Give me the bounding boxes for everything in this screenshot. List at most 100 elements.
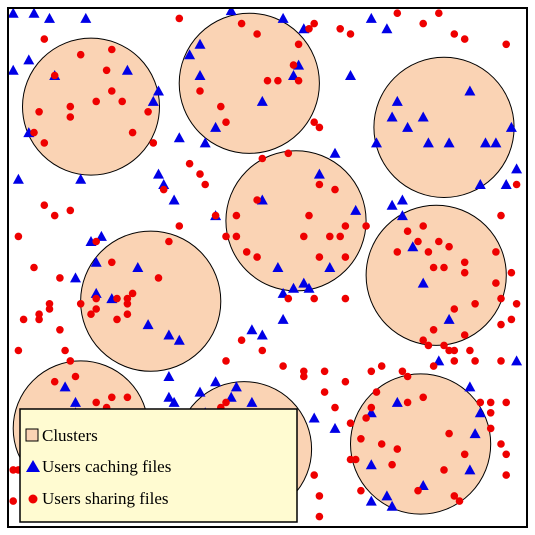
caching-user-point xyxy=(8,8,19,18)
caching-user-point xyxy=(365,495,377,506)
sharing-user-point xyxy=(502,450,511,459)
caching-user-point xyxy=(23,54,35,65)
sharing-user-point xyxy=(201,180,209,189)
caching-user-point xyxy=(210,121,222,132)
sharing-user-point xyxy=(455,497,464,505)
sharing-user-point xyxy=(294,76,303,85)
caching-user-point xyxy=(153,168,164,179)
sharing-user-point xyxy=(367,367,376,376)
sharing-user-point xyxy=(320,367,329,376)
sharing-user-point xyxy=(66,206,75,215)
caching-user-point xyxy=(277,287,289,298)
caching-user-point xyxy=(371,137,382,148)
caching-user-point xyxy=(365,407,377,418)
sharing-user-point xyxy=(159,185,168,194)
sharing-user-point xyxy=(424,341,433,350)
caching-user-point xyxy=(422,137,434,148)
caching-user-point xyxy=(168,194,180,205)
sharing-user-point xyxy=(445,429,453,438)
sharing-user-point xyxy=(242,248,251,256)
sharing-user-point xyxy=(128,128,137,137)
sharing-user-point xyxy=(263,76,272,85)
caching-user-point xyxy=(44,12,55,23)
caching-user-point xyxy=(407,241,419,252)
caching-user-point xyxy=(173,132,185,143)
sharing-user-point xyxy=(50,211,59,220)
sharing-user-point xyxy=(66,102,75,111)
sharing-user-point xyxy=(258,346,267,355)
sharing-user-point xyxy=(466,346,474,355)
sharing-user-point xyxy=(372,388,381,396)
sharing-user-point xyxy=(351,455,360,464)
sharing-user-point xyxy=(237,19,246,28)
sharing-user-point xyxy=(403,398,412,407)
caching-user-point xyxy=(464,464,476,475)
sharing-user-point xyxy=(217,102,225,111)
sharing-user-point xyxy=(305,211,313,220)
caching-user-point xyxy=(396,210,408,221)
sharing-user-point xyxy=(440,263,448,272)
sharing-user-point xyxy=(403,227,412,235)
sharing-user-point xyxy=(346,419,355,428)
sharing-user-point xyxy=(502,471,511,479)
sharing-user-point xyxy=(367,403,376,412)
legend-item-sharing: Users sharing files xyxy=(28,489,169,508)
caching-user-point xyxy=(433,355,445,366)
sharing-user-point xyxy=(9,497,17,505)
square-icon xyxy=(25,428,39,442)
sharing-user-point xyxy=(253,196,261,204)
legend-item-clusters: Clusters xyxy=(25,426,98,445)
sharing-user-point xyxy=(258,154,267,163)
sharing-user-point xyxy=(341,253,350,261)
caching-user-point xyxy=(443,313,455,324)
cluster-circle xyxy=(80,230,222,372)
sharing-user-point xyxy=(50,71,59,80)
sharing-user-point xyxy=(512,300,521,308)
caching-user-point xyxy=(313,168,325,179)
sharing-user-point xyxy=(14,232,23,241)
sharing-user-point xyxy=(92,305,100,313)
sharing-user-point xyxy=(326,232,334,241)
sharing-user-point xyxy=(30,263,38,272)
legend-label-clusters: Clusters xyxy=(42,426,98,445)
sharing-user-point xyxy=(497,211,505,220)
caching-user-point xyxy=(272,262,284,272)
caching-user-point xyxy=(12,173,24,184)
sharing-user-point xyxy=(237,336,246,345)
sharing-user-point xyxy=(460,258,469,267)
caching-user-point xyxy=(490,137,502,148)
caching-user-point xyxy=(70,272,81,283)
sharing-user-point xyxy=(315,123,324,132)
sharing-user-point xyxy=(35,108,43,116)
sharing-user-point xyxy=(445,346,453,355)
sharing-user-point xyxy=(450,346,459,355)
sharing-user-point xyxy=(108,87,116,95)
cluster-circle xyxy=(365,204,507,346)
sharing-user-point xyxy=(507,315,516,324)
caching-user-point xyxy=(153,85,164,96)
sharing-user-point xyxy=(377,440,386,448)
sharing-user-point xyxy=(300,367,308,376)
caching-user-point xyxy=(474,407,486,418)
sharing-user-point xyxy=(56,274,64,282)
sharing-user-point xyxy=(450,30,459,38)
caching-user-point xyxy=(246,396,258,407)
sharing-user-point xyxy=(388,460,396,469)
dot-icon xyxy=(28,494,38,504)
sharing-user-point xyxy=(30,128,38,137)
sharing-user-point xyxy=(486,398,495,407)
sharing-user-point xyxy=(429,326,438,334)
sharing-user-point xyxy=(512,180,521,189)
sharing-user-point xyxy=(429,362,438,370)
caching-user-point xyxy=(396,194,408,205)
triangle-icon xyxy=(26,460,40,472)
sharing-user-point xyxy=(175,14,184,23)
caching-user-point xyxy=(324,262,336,272)
sharing-user-point xyxy=(435,9,443,17)
sharing-user-point xyxy=(320,388,329,396)
sharing-user-point xyxy=(9,466,17,474)
sharing-user-point xyxy=(35,310,43,319)
sharing-user-point xyxy=(419,19,428,28)
sharing-user-point xyxy=(331,403,339,412)
